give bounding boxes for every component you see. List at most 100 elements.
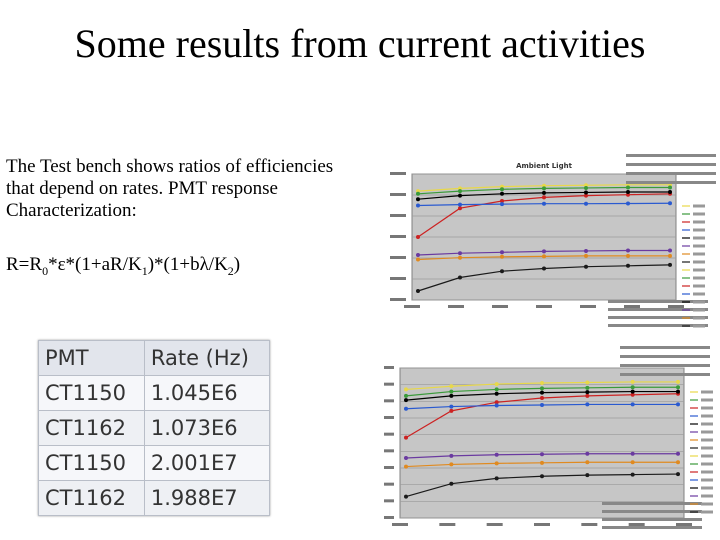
y-tick-label (390, 235, 406, 238)
table-row: CT1162 1.988E7 (38, 480, 271, 516)
data-point (540, 381, 544, 385)
data-point (500, 187, 504, 192)
data-point (676, 379, 680, 384)
legend-entry (701, 398, 713, 402)
data-point (676, 472, 680, 477)
data-point (676, 402, 680, 407)
table-cell-pmt: CT1162 (38, 480, 145, 516)
data-point (668, 262, 672, 267)
data-point (630, 451, 635, 456)
data-point (542, 190, 546, 195)
data-point (416, 203, 420, 208)
data-point (416, 253, 420, 257)
legend-entry (701, 502, 713, 506)
legend-entry (701, 462, 713, 466)
ambient-light-chart: Ambient Light (384, 150, 720, 338)
legend-entry (701, 494, 713, 498)
legend-entry (701, 446, 713, 450)
legend-entry (701, 390, 713, 394)
legend-entry (701, 454, 713, 458)
legend-entry (701, 406, 713, 410)
x-tick-label (404, 305, 420, 308)
formula-part-2: )*(1+bλ/K (147, 254, 228, 275)
legend-entry (693, 300, 705, 304)
data-point (404, 393, 408, 398)
table-cell-pmt: CT1162 (38, 410, 145, 446)
table-cell-pmt: CT1150 (38, 375, 145, 411)
legend-entry (693, 228, 705, 232)
data-point (584, 185, 588, 190)
data-point (585, 390, 590, 395)
x-tick-label (668, 305, 684, 308)
data-point (630, 392, 635, 397)
legend-entry (693, 244, 705, 248)
legend-entry (701, 486, 713, 490)
x-tick-label (534, 523, 550, 526)
data-point (676, 451, 680, 456)
data-point (449, 453, 454, 458)
data-point (449, 404, 454, 409)
data-point (458, 202, 462, 207)
data-point (668, 201, 672, 206)
data-point (630, 379, 635, 384)
description-text: The Test bench shows ratios of efficienc… (6, 156, 386, 222)
formula-sub-2: 2 (227, 263, 234, 278)
data-point (668, 253, 672, 258)
data-point (585, 385, 590, 390)
y-tick-label (390, 193, 406, 196)
legend-entry (701, 510, 713, 514)
legend-entry (693, 204, 705, 208)
data-point (630, 402, 635, 407)
data-point (676, 389, 680, 394)
y-tick-label (384, 482, 394, 486)
data-point (676, 460, 680, 465)
data-point (458, 193, 462, 198)
formula-part-1: *ε*(1+aR/K (48, 254, 142, 275)
data-point (404, 435, 408, 440)
formula-lhs: R=R (6, 254, 43, 275)
data-point (494, 476, 499, 481)
data-point (494, 391, 499, 396)
data-point (540, 474, 544, 479)
legend-entry (693, 212, 705, 216)
table-row: CT1162 1.073E6 (38, 410, 271, 446)
description-line-3: Characterization: (6, 200, 137, 221)
legend-entry (693, 276, 705, 280)
table-header-rate: Rate (Hz) (143, 340, 271, 376)
data-point (494, 387, 499, 392)
data-point (626, 201, 630, 206)
data-point (585, 451, 590, 456)
legend-entry (701, 422, 713, 426)
data-point (449, 462, 454, 467)
trendline-equation (620, 373, 710, 376)
data-point (542, 266, 546, 271)
legend-entry (693, 220, 705, 224)
data-point (630, 385, 635, 390)
pmt-rate-table: PMT Rate (Hz) CT1150 1.045E6 CT1162 1.07… (38, 340, 271, 516)
data-point (626, 263, 630, 268)
legend-entry (693, 252, 705, 256)
data-point (540, 390, 544, 395)
x-tick-label (676, 523, 692, 526)
y-tick-label (390, 256, 406, 259)
data-point (584, 193, 588, 198)
table-header-row: PMT Rate (Hz) (38, 340, 271, 376)
y-tick-label (384, 382, 394, 386)
legend-entry (693, 292, 705, 296)
data-point (449, 389, 454, 394)
table-cell-rate: 2.001E7 (143, 445, 271, 481)
data-point (542, 254, 546, 259)
table-cell-pmt: CT1150 (38, 445, 145, 481)
chart-title: Ambient Light (516, 162, 572, 170)
data-point (626, 253, 630, 258)
formula-part-3: ) (233, 254, 241, 275)
data-point (585, 460, 590, 465)
y-tick-label (384, 416, 394, 419)
legend-entry (693, 308, 705, 312)
data-point (416, 257, 420, 262)
formula-sub-0: 0 (42, 263, 49, 278)
data-point (500, 269, 504, 274)
x-tick-label (492, 305, 508, 308)
data-point (668, 190, 672, 194)
y-tick-label (390, 172, 406, 175)
